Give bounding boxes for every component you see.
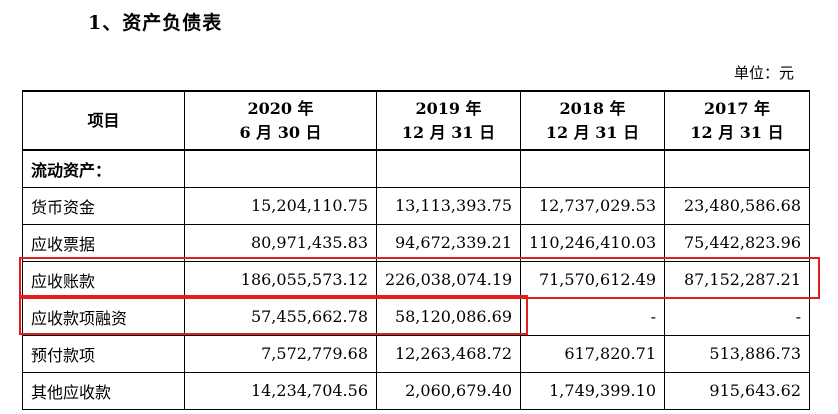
table-row-prepayments: 预付款项 7,572,779.68 12,263,468.72 617,820.… [22,334,810,373]
cell-value: 23,480,586.68 [664,186,810,225]
cell-value: 15,204,110.75 [184,186,377,225]
cell-value: 186,055,573.12 [184,260,377,299]
row-label: 应收账款 [22,260,185,299]
table-row-current-assets: 流动资产： [22,149,810,188]
table-row-notes-receivable: 应收票据 80,971,435.83 94,672,339.21 110,246… [22,223,810,262]
row-label: 流动资产： [22,149,185,188]
cell-value: 80,971,435.83 [184,223,377,262]
header-date: 12 月 31 日 [401,122,496,142]
row-label: 货币资金 [22,186,185,225]
header-item-label: 项目 [87,110,120,130]
table-row-accounts-receivable: 应收账款 186,055,573.12 226,038,074.19 71,57… [22,260,810,299]
unit-label: 单位：元 [733,64,794,82]
row-label: 应收票据 [22,223,185,262]
cell-value: 13,113,393.75 [376,186,521,225]
section-title: 1、资产负债表 [88,12,223,34]
cell-value: 7,572,779.68 [184,334,377,373]
header-year: 2020 年 [247,98,314,118]
cell-value: - [664,297,810,336]
header-2017-12-31: 2017 年 12 月 31 日 [664,90,810,151]
cell-value: 12,263,468.72 [376,334,521,373]
cell-value: 617,820.71 [520,334,665,373]
cell-value: 513,886.73 [664,334,810,373]
cell-value [376,149,521,188]
cell-value [664,149,810,188]
header-date: 12 月 31 日 [690,122,784,142]
cell-value [520,149,665,188]
cell-value: 57,455,662.78 [184,297,377,336]
header-2019-12-31: 2019 年 12 月 31 日 [376,90,521,151]
cell-value: 110,246,410.03 [520,223,665,262]
cell-value: - [520,297,665,336]
table-row-other-receivables: 其他应收款 14,234,704.56 2,060,679.40 1,749,3… [22,371,810,410]
header-year: 2019 年 [415,98,482,118]
header-year: 2018 年 [559,98,626,118]
table-row-receivables-financing: 应收款项融资 57,455,662.78 58,120,086.69 - - [22,297,810,336]
cell-value: 2,060,679.40 [376,371,521,410]
cell-value: 226,038,074.19 [376,260,521,299]
header-2018-12-31: 2018 年 12 月 31 日 [520,90,665,151]
cell-value: 12,737,029.53 [520,186,665,225]
row-label: 应收款项融资 [22,297,185,336]
cell-value: 75,442,823.96 [664,223,810,262]
table-header-row: 项目 2020 年 6 月 30 日 2019 年 12 月 31 日 2018… [22,90,810,151]
cell-value: 94,672,339.21 [376,223,521,262]
cell-value: 1,749,399.10 [520,371,665,410]
cell-value: 14,234,704.56 [184,371,377,410]
table-row-cash: 货币资金 15,204,110.75 13,113,393.75 12,737,… [22,186,810,225]
cell-value: 71,570,612.49 [520,260,665,299]
header-date: 6 月 30 日 [239,122,322,142]
cell-value: 915,643.62 [664,371,810,410]
header-date: 12 月 31 日 [545,122,640,142]
cell-value: 87,152,287.21 [664,260,810,299]
header-2020-06-30: 2020 年 6 月 30 日 [184,90,377,151]
header-year: 2017 年 [703,98,771,118]
row-label: 其他应收款 [22,371,185,410]
header-item: 项目 [22,90,185,151]
cell-value: 58,120,086.69 [376,297,521,336]
cell-value [184,149,377,188]
balance-sheet-table: 项目 2020 年 6 月 30 日 2019 年 12 月 31 日 2018… [22,90,810,410]
row-label: 预付款项 [22,334,185,373]
